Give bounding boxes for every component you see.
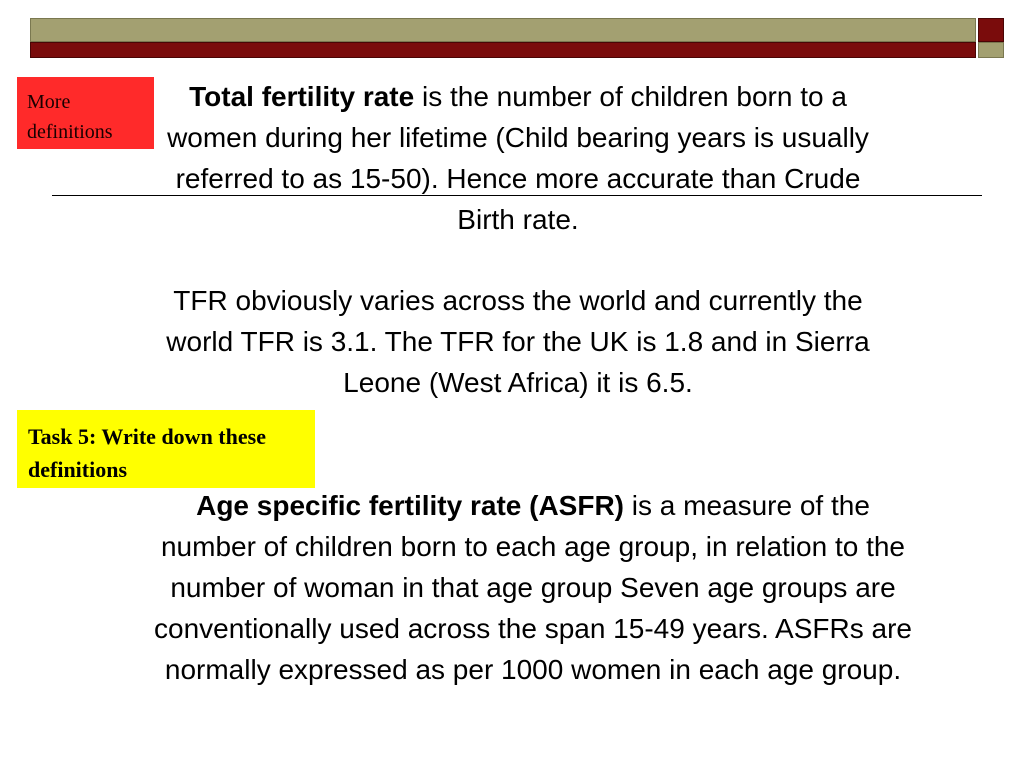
asfr-term: Age specific fertility rate (ASFR) [196, 490, 624, 521]
total-fertility-rate-text: is the number of children born to a wome… [167, 81, 869, 235]
task-box: Task 5: Write down these definitions [17, 410, 315, 488]
header-square-olive [978, 42, 1004, 58]
header-bar-maroon [30, 42, 976, 58]
header-bar-olive [30, 18, 976, 42]
task-label: Task 5: Write down these definitions [28, 424, 266, 482]
header-square-maroon [978, 18, 1004, 42]
more-definitions-box: More definitions [17, 77, 154, 149]
tfr-comparison-text: TFR obviously varies across the world an… [166, 285, 870, 398]
tfr-comparison-paragraph: TFR obviously varies across the world an… [160, 280, 876, 403]
asfr-paragraph: Age specific fertility rate (ASFR) is a … [150, 485, 916, 690]
more-definitions-label: More definitions [27, 91, 113, 143]
total-fertility-rate-paragraph: Total fertility rate is the number of ch… [160, 76, 876, 240]
asfr-text: is a measure of the number of children b… [154, 490, 912, 685]
total-fertility-rate-term: Total fertility rate [189, 81, 415, 112]
horizontal-rule [52, 195, 982, 196]
